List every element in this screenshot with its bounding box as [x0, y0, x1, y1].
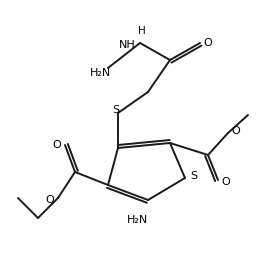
- Text: H₂N: H₂N: [127, 215, 149, 225]
- Text: S: S: [190, 171, 198, 181]
- Text: H: H: [138, 26, 146, 36]
- Text: S: S: [112, 105, 119, 115]
- Text: O: O: [204, 38, 212, 48]
- Text: O: O: [53, 140, 61, 150]
- Text: O: O: [46, 195, 54, 205]
- Text: O: O: [222, 177, 230, 187]
- Text: H₂N: H₂N: [90, 68, 111, 78]
- Text: O: O: [232, 126, 240, 136]
- Text: NH: NH: [119, 40, 136, 50]
